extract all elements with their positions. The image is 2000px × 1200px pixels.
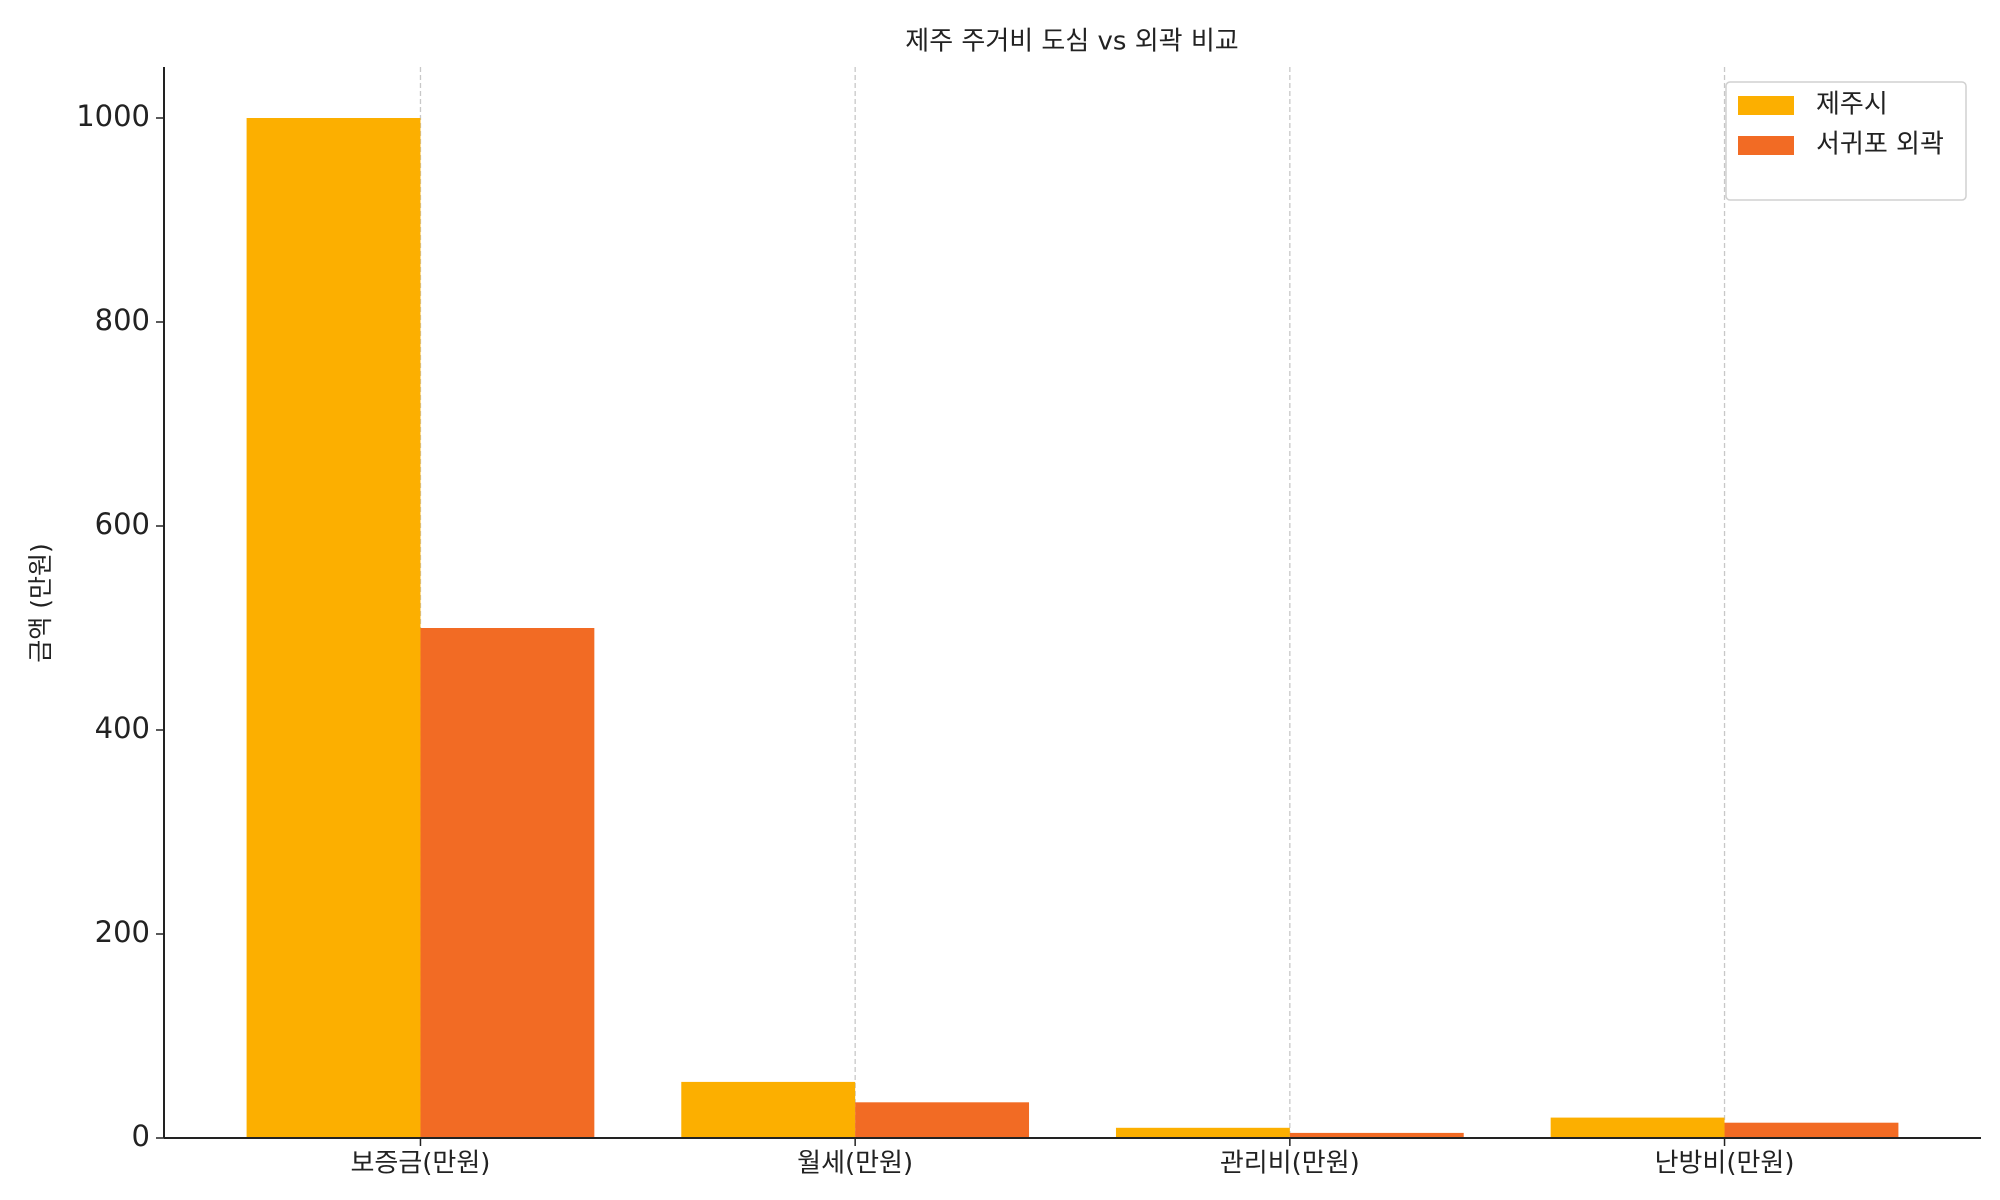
legend-label: 서귀포 외곽 <box>1816 130 1944 160</box>
y-tick-label: 400 <box>95 711 150 745</box>
x-tick-label: 월세(만원) <box>797 1149 913 1179</box>
bar <box>855 1102 1030 1138</box>
y-tick-label: 0 <box>132 1119 150 1153</box>
bar <box>1115 1127 1290 1138</box>
bar <box>1724 1122 1899 1138</box>
y-axis-label: 금액 (만원) <box>26 543 55 662</box>
chart-title: 제주 주거비 도심 vs 외곽 비교 <box>905 27 1238 57</box>
legend-label: 제주시 <box>1816 90 1888 120</box>
bar <box>1289 1132 1464 1138</box>
legend-swatch <box>1738 96 1794 115</box>
legend-swatch <box>1738 136 1794 155</box>
y-tick-label: 600 <box>95 507 150 541</box>
x-tick-label: 보증금(만원) <box>351 1149 491 1179</box>
x-tick-label: 관리비(만원) <box>1220 1149 1360 1179</box>
bar <box>681 1081 856 1138</box>
y-tick-label: 200 <box>95 915 150 949</box>
y-tick-label: 800 <box>95 303 150 337</box>
bar <box>1550 1117 1725 1138</box>
bar <box>246 118 421 1138</box>
y-tick-label: 1000 <box>76 99 150 133</box>
bar <box>420 628 595 1138</box>
x-tick-label: 난방비(만원) <box>1655 1149 1795 1179</box>
